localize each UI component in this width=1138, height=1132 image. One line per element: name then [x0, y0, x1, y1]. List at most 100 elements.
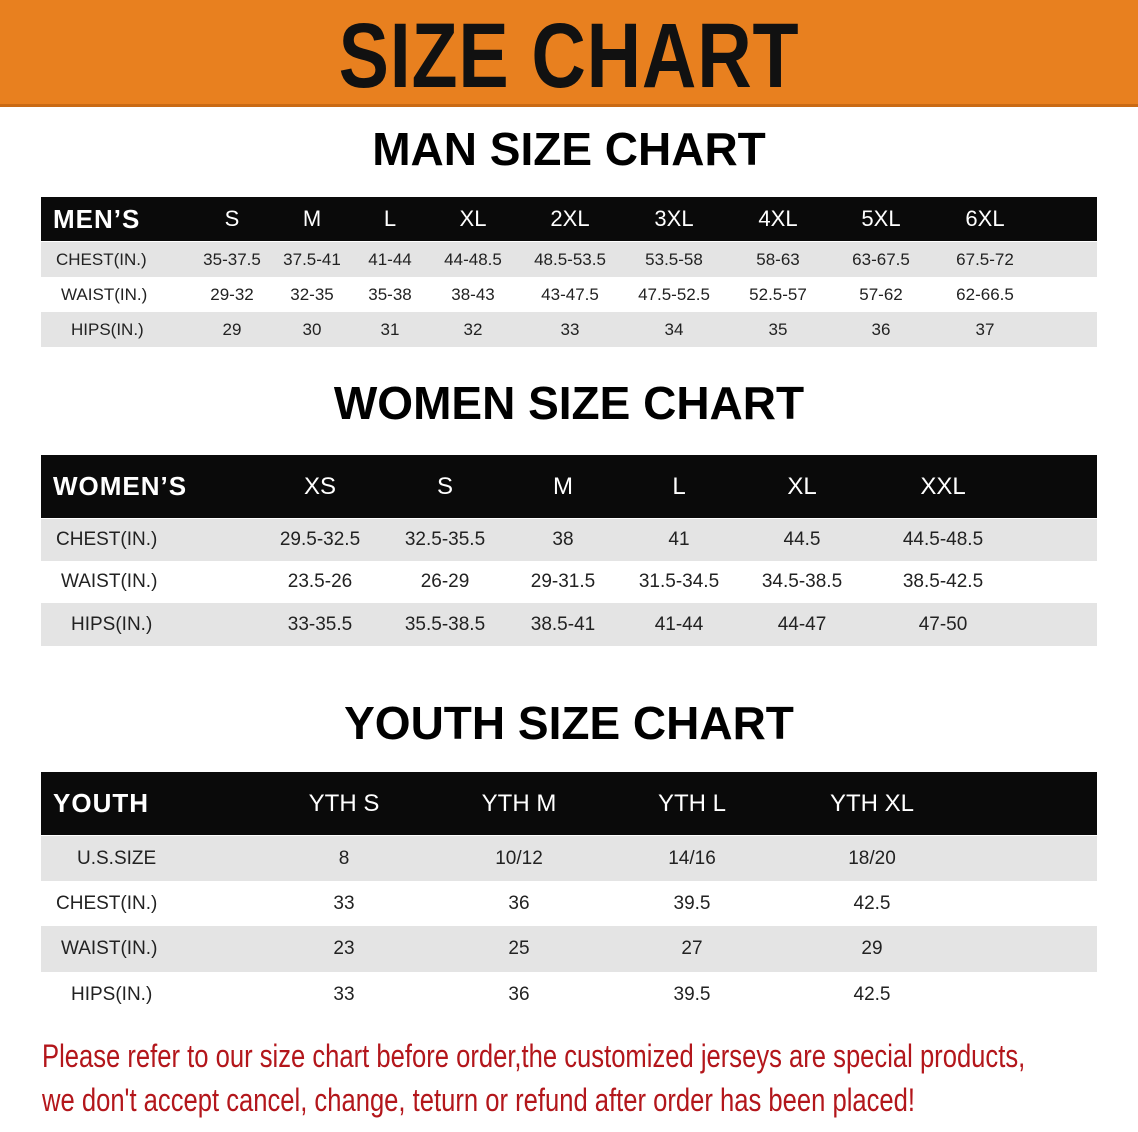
table-cell: 39.5: [673, 892, 711, 914]
table-cell: 42.5: [853, 983, 891, 1005]
table-row: U.S.SIZE 8 10/12 14/16 18/20: [41, 836, 1097, 881]
size-header: YTH L: [657, 789, 727, 817]
table-cell: 25: [508, 938, 530, 959]
table-cell: 29.5-32.5: [279, 529, 361, 550]
table-cell: 57-62: [859, 284, 903, 304]
women-section-title: WOMEN SIZE CHART: [333, 377, 805, 429]
table-header-row: YOUTH YTH S YTH M YTH L YTH XL: [41, 772, 1097, 835]
table-cell: 29: [222, 319, 242, 339]
table-cell: 43-47.5: [541, 284, 599, 304]
table-cell: 42.5: [853, 892, 891, 914]
table-cell: 38-43: [451, 284, 495, 304]
men-section-title: MAN SIZE CHART: [372, 123, 766, 175]
table-cell: 41-44: [368, 249, 412, 269]
table-cell: 38: [552, 529, 574, 550]
table-cell: 52.5-57: [749, 284, 807, 304]
table-cell: 38.5-41: [530, 613, 596, 635]
table-cell: 41-44: [654, 613, 704, 635]
table-cell: 35: [768, 319, 788, 339]
table-cell: 8: [338, 847, 350, 869]
table-cell: 36: [508, 983, 530, 1005]
size-header: XS: [303, 472, 337, 500]
row-label: HIPS(IN.): [71, 613, 153, 635]
table-cell: 18/20: [848, 847, 896, 869]
row-label: CHEST(IN.): [56, 529, 158, 550]
table-header-row: MEN’S S M L XL 2XL 3XL 4XL 5XL 6XL: [41, 197, 1097, 241]
table-cell: 41: [668, 529, 690, 550]
table-row: WAIST(IN.) 23 25 27 29: [41, 926, 1097, 972]
size-header: YTH M: [481, 789, 557, 817]
banner-title: SIZE CHART: [338, 5, 800, 107]
table-row: HIPS(IN.) 29 30 31 32 33 34 35 36 37: [41, 312, 1097, 347]
table-cell: 10/12: [495, 847, 543, 869]
table-cell: 35.5-38.5: [404, 613, 486, 635]
table-cell: 26-29: [420, 571, 470, 592]
table-cell: 36: [871, 319, 891, 339]
table-cell: 58-63: [756, 249, 800, 269]
size-header: M: [302, 206, 322, 231]
table-corner-label: WOMEN’S: [53, 471, 188, 501]
table-cell: 37: [975, 319, 995, 339]
table-cell: 38.5-42.5: [902, 571, 984, 592]
row-label: WAIST(IN.): [61, 938, 158, 959]
size-header: YTH S: [308, 789, 380, 817]
size-header: 2XL: [550, 206, 590, 231]
table-cell: 33: [560, 319, 580, 339]
size-header: YTH XL: [829, 789, 915, 817]
table-cell: 31: [380, 319, 400, 339]
size-header: L: [672, 472, 686, 500]
table-cell: 47-50: [918, 613, 968, 635]
table-row: CHEST(IN.) 35-37.5 37.5-41 41-44 44-48.5 48.5…: [41, 242, 1097, 277]
table-cell: 39.5: [673, 983, 711, 1005]
table-cell: 34: [664, 319, 684, 339]
table-cell: 63-67.5: [852, 249, 910, 269]
size-header: S: [436, 472, 454, 500]
row-label: HIPS(IN.): [71, 319, 144, 339]
table-row: HIPS(IN.) 33-35.5 35.5-38.5 38.5-41 41-44 44-…: [41, 603, 1097, 646]
notice-line-2: we don't accept cancel, change, teturn o…: [42, 1082, 915, 1118]
size-header: 4XL: [758, 206, 798, 231]
size-header: 3XL: [654, 206, 694, 231]
size-header: XXL: [920, 472, 966, 500]
banner: SIZE CHART: [0, 0, 1138, 107]
notice-line-1: Please refer to our size chart before or…: [42, 1038, 1026, 1074]
table-cell: 62-66.5: [956, 284, 1014, 304]
table-cell: 33-35.5: [287, 613, 353, 635]
table-row: CHEST(IN.) 33 36 39.5 42.5: [41, 881, 1097, 926]
table-cell: 35-38: [368, 284, 412, 304]
row-label: HIPS(IN.): [71, 983, 153, 1005]
table-cell: 44.5: [783, 529, 821, 550]
table-cell: 23.5-26: [287, 571, 353, 592]
table-cell: 37.5-41: [283, 249, 341, 269]
size-header: 6XL: [965, 206, 1005, 231]
table-cell: 34.5-38.5: [761, 571, 843, 592]
table-corner-label: MEN’S: [53, 203, 141, 234]
table-cell: 30: [302, 319, 322, 339]
table-cell: 47.5-52.5: [638, 284, 710, 304]
table-cell: 33: [333, 983, 355, 1005]
table-corner-label: YOUTH: [53, 788, 149, 818]
size-header: S: [224, 206, 240, 231]
table-cell: 32: [463, 319, 483, 339]
size-header: L: [383, 206, 397, 231]
table-cell: 29-32: [210, 284, 254, 304]
table-row: WAIST(IN.) 23.5-26 26-29 29-31.5 31.5-34.5 34…: [41, 561, 1097, 603]
table-cell: 14/16: [668, 847, 716, 869]
table-cell: 23: [333, 938, 355, 959]
row-label: CHEST(IN.): [56, 892, 158, 914]
row-label: WAIST(IN.): [61, 284, 148, 304]
table-cell: 44-47: [777, 613, 827, 635]
table-cell: 29: [861, 938, 883, 959]
table-cell: 31.5-34.5: [638, 571, 720, 592]
table-cell: 32-35: [290, 284, 334, 304]
table-cell: 53.5-58: [645, 249, 703, 269]
table-header-row: WOMEN’S XS S M L XL XXL: [41, 455, 1097, 518]
table-cell: 35-37.5: [203, 249, 261, 269]
table-cell: 48.5-53.5: [534, 249, 606, 269]
table-cell: 29-31.5: [530, 571, 596, 592]
table-cell: 44.5-48.5: [902, 529, 984, 550]
row-label: WAIST(IN.): [61, 571, 158, 592]
table-row: HIPS(IN.) 33 36 39.5 42.5: [41, 972, 1097, 1017]
table-cell: 36: [508, 892, 530, 914]
size-header: XL: [459, 206, 487, 231]
